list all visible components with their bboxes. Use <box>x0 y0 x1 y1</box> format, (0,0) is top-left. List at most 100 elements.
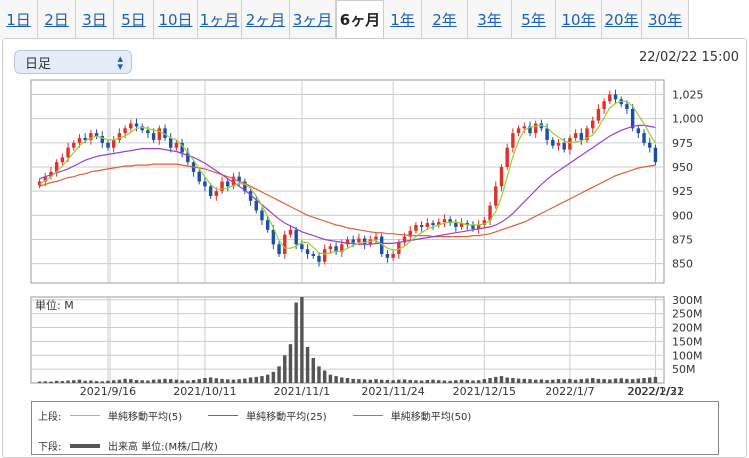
tab-15[interactable]: 20年 <box>602 0 642 38</box>
candle-body <box>100 136 104 143</box>
candle-body <box>294 229 298 245</box>
tab-3[interactable]: 3日 <box>76 0 114 38</box>
candle-body <box>271 229 276 245</box>
candle-body <box>482 220 487 225</box>
volume-bar <box>237 379 241 383</box>
volume-panel-frame <box>30 296 665 384</box>
candle-body <box>653 147 658 163</box>
volume-bar <box>488 378 492 383</box>
candle-body <box>454 223 458 227</box>
tab-1[interactable]: 1日 <box>0 0 38 38</box>
candle-body <box>499 167 504 187</box>
volume-bar <box>83 380 87 383</box>
candle-body <box>208 186 213 196</box>
volume-bar <box>448 380 452 383</box>
volume-bar <box>294 302 298 383</box>
volume-bar <box>511 378 515 383</box>
volume-bar <box>476 380 481 383</box>
chart-legend: 上段: 単純移動平均(5) 単純移動平均(25) 単純移動平均(50) 下段: … <box>31 401 719 455</box>
volume-bar <box>562 379 566 383</box>
volume-bar <box>94 381 99 383</box>
price-tick-label: 1,025 <box>672 89 704 102</box>
volume-bar <box>545 379 549 383</box>
period-select[interactable]: 日足 ▴ ▾ <box>14 50 132 74</box>
candle-body <box>237 176 241 182</box>
candle-body <box>505 147 509 167</box>
price-tick-label: 950 <box>672 161 693 174</box>
candle-body <box>72 142 76 148</box>
candle-body <box>340 244 344 253</box>
tab-13[interactable]: 5年 <box>512 0 556 38</box>
legend-swatch-ma5 <box>70 415 100 416</box>
candle-body <box>106 142 110 148</box>
legend-lower-label: 下段: <box>38 442 62 453</box>
volume-bar <box>499 376 504 383</box>
volume-bar <box>334 376 338 383</box>
volume-tick-label: 50M <box>672 363 696 376</box>
tab-4[interactable]: 5日 <box>114 0 154 38</box>
candle-body <box>334 246 338 253</box>
candle-body <box>54 162 59 172</box>
candle-body <box>265 220 270 230</box>
volume-bar <box>220 378 224 383</box>
candle-body <box>260 210 264 221</box>
candle-body <box>66 147 70 158</box>
candle-body <box>476 225 481 229</box>
tab-11[interactable]: 2年 <box>422 0 468 38</box>
ma25-line <box>39 124 656 245</box>
price-tick-label: 875 <box>672 234 693 247</box>
tab-2[interactable]: 2日 <box>38 0 76 38</box>
volume-unit-label: 単位: M <box>35 298 74 312</box>
candle-body <box>380 236 384 254</box>
ma50-line <box>39 163 656 238</box>
legend-upper-label: 上段: <box>38 412 62 423</box>
candle-body <box>231 176 236 187</box>
tab-8[interactable]: 3ヶ月 <box>290 0 336 38</box>
tab-16[interactable]: 30年 <box>642 0 689 38</box>
tab-12[interactable]: 3年 <box>468 0 512 38</box>
candle-body <box>374 236 378 240</box>
candle-body <box>402 236 407 243</box>
volume-bar <box>613 378 618 383</box>
volume-bar <box>385 379 390 383</box>
volume-bar <box>351 378 355 383</box>
volume-bar <box>191 379 196 383</box>
volume-bar <box>243 378 247 383</box>
candle-body <box>77 138 82 143</box>
candle-body <box>305 249 310 254</box>
volume-bar <box>89 380 93 383</box>
candle-body <box>123 128 127 134</box>
candle-body <box>186 152 190 163</box>
legend-upper-row: 上段: 単純移動平均(5) 単純移動平均(25) 単純移動平均(50) <box>38 408 497 423</box>
tab-9[interactable]: 6ヶ月 <box>336 0 384 38</box>
candle-body <box>613 94 618 100</box>
legend-item-ma25: 単純移動平均(25) <box>208 408 327 423</box>
volume-bar <box>288 344 293 383</box>
tab-14[interactable]: 10年 <box>556 0 602 38</box>
volume-bar <box>648 377 652 383</box>
tab-5[interactable]: 10日 <box>154 0 198 38</box>
candle-body <box>322 249 327 262</box>
legend-swatch-ma25 <box>208 415 239 416</box>
volume-bar <box>528 379 532 383</box>
volume-bar <box>419 380 424 383</box>
candle-body <box>89 133 93 140</box>
volume-bar <box>157 379 162 383</box>
candle-body <box>465 223 469 225</box>
x-tick-label: 2021/12/15 <box>453 385 516 398</box>
tab-10[interactable]: 1年 <box>384 0 422 38</box>
volume-bar <box>585 378 589 383</box>
candle-body <box>573 133 578 138</box>
tab-6[interactable]: 1ヶ月 <box>198 0 242 38</box>
volume-bar <box>522 378 526 383</box>
candle-body <box>545 128 549 140</box>
candle-body <box>425 223 430 227</box>
volume-bar <box>311 358 315 383</box>
tab-7[interactable]: 2ヶ月 <box>242 0 290 38</box>
volume-tick-label: 250M <box>672 308 703 321</box>
candle-body <box>459 223 464 227</box>
candle-body <box>151 133 156 140</box>
price-tick-label: 850 <box>672 258 693 271</box>
legend-swatch-ma50 <box>352 415 383 416</box>
x-tick-label: 2021/11/24 <box>361 385 424 398</box>
